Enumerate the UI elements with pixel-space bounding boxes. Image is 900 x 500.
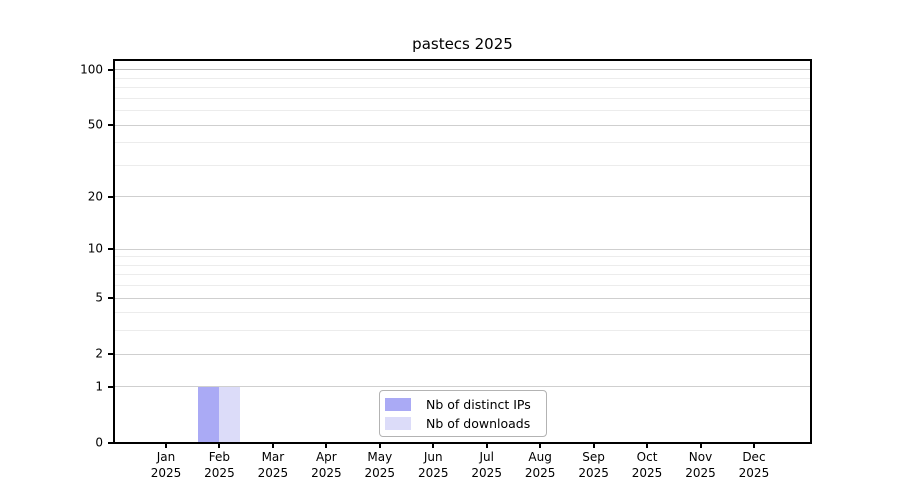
x-tick-month: May [367, 450, 393, 464]
x-tick [325, 443, 328, 448]
y-tick [108, 385, 113, 388]
gridline-minor [114, 142, 811, 144]
legend-label: Nb of distinct IPs [426, 396, 531, 412]
x-tick-year: 2025 [578, 466, 609, 480]
gridline-minor [114, 256, 811, 258]
gridline-minor [114, 87, 811, 89]
legend-item: Nb of downloads [385, 416, 538, 431]
x-tick [378, 443, 381, 448]
x-tick-month: Mar [261, 450, 285, 464]
x-tick-year: 2025 [204, 466, 235, 480]
gridline-major [114, 124, 811, 126]
x-tick-year: 2025 [524, 466, 556, 480]
y-tick [108, 195, 113, 198]
y-tick-label: 100 [80, 62, 103, 77]
x-tick-label: Dec 2025 [739, 449, 770, 481]
gridline-minor [114, 97, 811, 99]
plot-area: 0 1 2 5 10 20 50 100 Jan 2025 Feb 2025 Mar 2025 Apr 202… [80, 59, 812, 480]
x-tick-year: 2025 [417, 466, 449, 480]
gridline-major [114, 353, 811, 355]
x-tick-year: 2025 [311, 466, 342, 480]
gridline-minor [114, 274, 811, 276]
gridline-minor [114, 110, 811, 112]
y-tick [108, 124, 113, 127]
legend-item: Nb of distinct IPs [385, 397, 538, 412]
x-tick [752, 443, 755, 448]
x-tick-label: Mar 2025 [258, 449, 289, 481]
y-tick [108, 353, 113, 356]
y-tick [108, 442, 113, 444]
x-tick-month: Dec [742, 450, 766, 464]
x-tick-year: 2025 [150, 466, 182, 480]
y-tick-label: 2 [95, 346, 103, 361]
y-tick-label: 1 [95, 379, 103, 394]
y-tick [108, 297, 113, 300]
x-tick-label: Jun 2025 [418, 449, 449, 481]
x-tick [271, 443, 274, 448]
x-tick-month: Aug [528, 450, 552, 464]
x-tick-label: May 2025 [365, 449, 396, 481]
x-tick-month: Nov [688, 450, 713, 464]
x-tick [539, 443, 542, 448]
x-tick [646, 443, 649, 448]
chart-title: pastecs 2025 [412, 35, 513, 53]
x-tick-label: Aug 2025 [525, 449, 556, 481]
x-tick-year: 2025 [364, 466, 396, 480]
gridline-minor [114, 164, 811, 166]
x-tick [699, 443, 702, 448]
legend-swatch-nb-of-distinct-ips [385, 397, 411, 411]
gridline-major [114, 196, 811, 198]
x-tick [218, 443, 221, 448]
x-tick-label: Jul 2025 [471, 449, 502, 481]
y-tick [108, 248, 113, 251]
y-tick-label: 20 [87, 189, 103, 204]
x-tick-label: Oct 2025 [632, 449, 663, 481]
gridline-minor [114, 312, 811, 314]
x-tick-month: Apr [315, 450, 337, 464]
y-tick-label: 0 [95, 435, 103, 450]
gridline-major [114, 297, 811, 299]
x-tick-label: Feb 2025 [204, 449, 235, 481]
gridline-major [114, 248, 811, 250]
x-tick-label: Nov 2025 [685, 449, 716, 481]
y-tick-label: 5 [95, 290, 103, 305]
y-tick-label: 50 [87, 117, 103, 132]
bar-nb-of-distinct-ips [198, 386, 220, 443]
legend-swatch-nb-of-downloads [385, 416, 411, 430]
x-tick-month: Oct [636, 450, 658, 464]
x-tick-year: 2025 [257, 466, 289, 480]
gridline-minor [114, 285, 811, 287]
x-tick [485, 443, 488, 448]
x-tick-year: 2025 [631, 466, 663, 480]
x-tick-year: 2025 [685, 466, 716, 480]
x-tick-month: Jun [423, 450, 443, 464]
x-tick [432, 443, 435, 448]
gridline-major [114, 69, 811, 71]
gridline-minor [114, 264, 811, 266]
x-tick [165, 443, 167, 448]
x-tick [592, 443, 595, 448]
x-tick-label: Apr 2025 [311, 449, 342, 481]
x-tick-month: Jan [156, 450, 176, 464]
x-tick-month: Jul [479, 450, 494, 464]
x-tick-year: 2025 [738, 466, 770, 480]
bar-nb-of-downloads [219, 386, 241, 443]
gridline-minor [114, 77, 811, 79]
legend: Nb of distinct IPs Nb of downloads [379, 390, 547, 437]
legend-label: Nb of downloads [426, 415, 531, 431]
x-tick-month: Feb [208, 450, 231, 464]
x-tick-label: Jan 2025 [151, 449, 182, 481]
y-tick [108, 68, 113, 71]
x-tick-month: Sep [582, 450, 605, 464]
x-tick-label: Sep 2025 [578, 449, 609, 481]
gridline-major [114, 386, 811, 388]
x-tick-year: 2025 [471, 466, 502, 480]
y-tick-label: 10 [87, 241, 103, 256]
gridline-minor [114, 330, 811, 332]
